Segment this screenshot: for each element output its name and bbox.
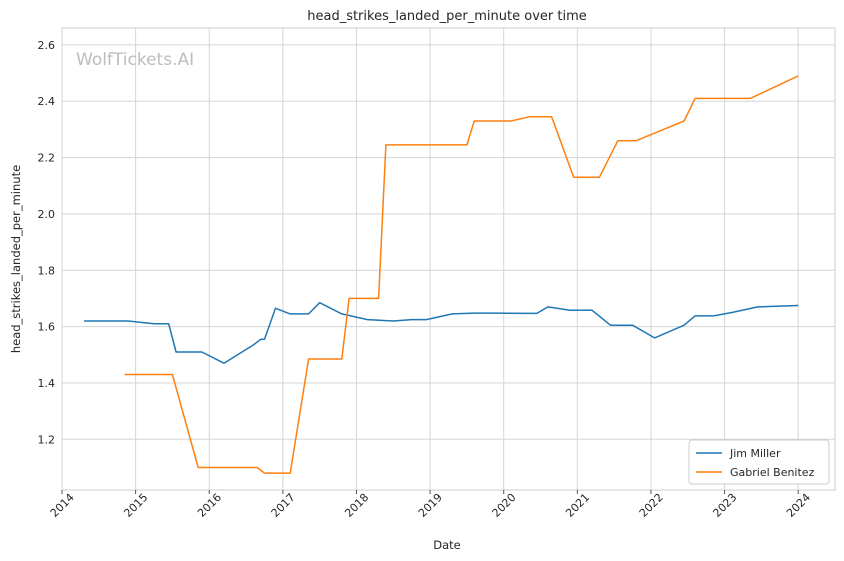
y-axis-ticks: 1.2 1.4 1.6 1.8 2.0 2.2 2.4 2.6	[38, 39, 56, 446]
y-tick-label: 2.2	[38, 152, 56, 165]
x-tick-label: 2015	[121, 491, 150, 520]
x-tick-label: 2020	[490, 491, 519, 520]
watermark: WolfTickets.AI	[76, 50, 194, 70]
y-tick-label: 1.6	[38, 321, 56, 334]
x-axis-ticks: 2014 2015 2016 2017 2018 2019 2020 2021 2022 2023…	[48, 490, 813, 520]
y-tick-label: 2.4	[38, 95, 56, 108]
legend-label-gabriel-benitez: Gabriel Benitez	[730, 466, 815, 479]
x-tick-label: 2016	[195, 491, 224, 520]
x-tick-label: 2017	[269, 491, 298, 520]
legend: Jim Miller Gabriel Benitez	[688, 439, 830, 485]
y-tick-label: 1.8	[38, 264, 56, 277]
plot-area	[61, 27, 836, 491]
y-tick-label: 1.4	[38, 377, 56, 390]
series-line-jim-miller	[84, 301, 799, 364]
x-tick-label: 2024	[784, 491, 813, 520]
x-tick-label: 2018	[342, 491, 371, 520]
x-tick-label: 2022	[637, 491, 666, 520]
legend-label-jim-miller: Jim Miller	[729, 447, 781, 460]
chart-title: head_strikes_landed_per_minute over time	[307, 9, 587, 24]
y-tick-label: 1.2	[38, 433, 56, 446]
y-axis-label: head_strikes_landed_per_minute	[9, 165, 23, 353]
series-line-gabriel-benitez	[124, 75, 799, 474]
series-lines	[84, 75, 799, 474]
x-tick-label: 2014	[48, 491, 77, 520]
x-tick-label: 2021	[563, 491, 592, 520]
x-tick-label: 2023	[710, 491, 739, 520]
legend-box	[688, 439, 830, 485]
y-tick-label: 2.6	[38, 39, 56, 52]
x-tick-label: 2019	[416, 491, 445, 520]
y-tick-label: 2.0	[38, 208, 56, 221]
x-axis-label: Date	[433, 538, 461, 552]
